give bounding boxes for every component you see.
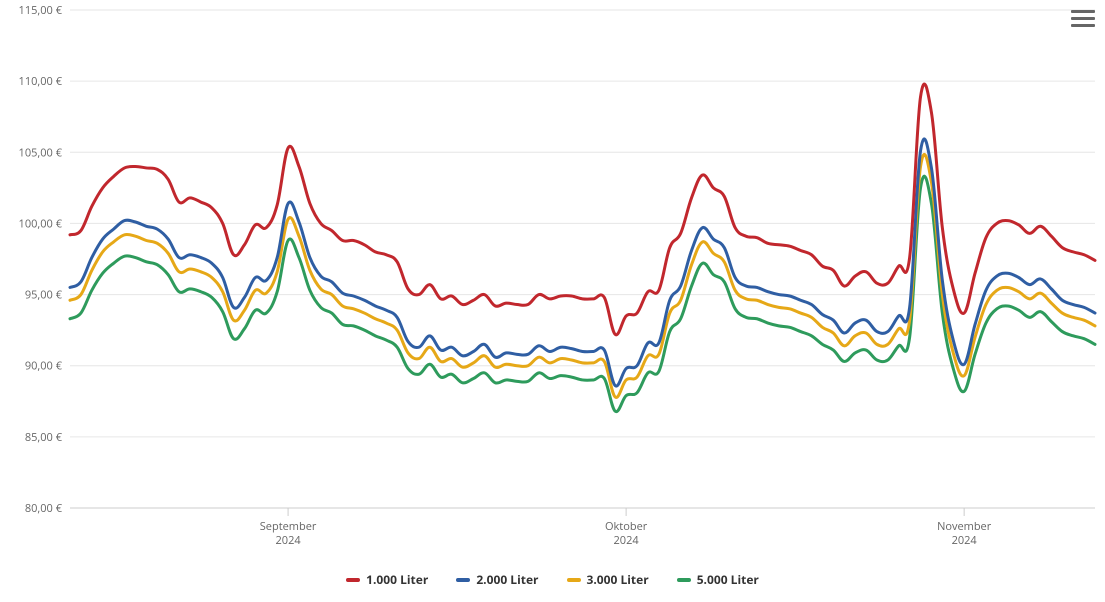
hamburger-icon	[1071, 10, 1095, 13]
legend-item[interactable]: 1.000 Liter	[346, 571, 428, 588]
legend-swatch	[456, 578, 470, 582]
svg-text:90,00 €: 90,00 €	[25, 359, 63, 374]
legend-label: 1.000 Liter	[366, 571, 428, 588]
legend-swatch	[677, 578, 691, 582]
legend-item[interactable]: 3.000 Liter	[567, 571, 649, 588]
svg-text:September: September	[260, 519, 317, 534]
legend-swatch	[346, 578, 360, 582]
svg-text:80,00 €: 80,00 €	[25, 501, 63, 516]
svg-text:Oktober: Oktober	[605, 519, 648, 534]
svg-text:105,00 €: 105,00 €	[19, 145, 63, 160]
svg-text:November: November	[937, 519, 992, 534]
chart-legend: 1.000 Liter 2.000 Liter 3.000 Liter 5.000 L…	[0, 571, 1105, 588]
series-line	[70, 139, 1095, 386]
price-chart: 80,00 € 85,00 € 90,00 € 95,00 € 100,00 € 105,…	[0, 0, 1105, 602]
svg-text:95,00 €: 95,00 €	[25, 288, 63, 303]
legend-label: 3.000 Liter	[587, 571, 649, 588]
legend-item[interactable]: 2.000 Liter	[456, 571, 538, 588]
chart-canvas: 80,00 € 85,00 € 90,00 € 95,00 € 100,00 € 105,…	[0, 0, 1105, 602]
svg-text:2024: 2024	[952, 533, 978, 548]
svg-text:110,00 €: 110,00 €	[19, 74, 63, 89]
legend-label: 2.000 Liter	[476, 571, 538, 588]
svg-text:100,00 €: 100,00 €	[19, 216, 63, 231]
chart-menu-button[interactable]	[1071, 6, 1095, 30]
legend-item[interactable]: 5.000 Liter	[677, 571, 759, 588]
svg-text:2024: 2024	[614, 533, 640, 548]
svg-text:85,00 €: 85,00 €	[25, 430, 63, 445]
legend-label: 5.000 Liter	[697, 571, 759, 588]
svg-text:115,00 €: 115,00 €	[19, 3, 63, 18]
svg-text:2024: 2024	[275, 533, 301, 548]
legend-swatch	[567, 578, 581, 582]
